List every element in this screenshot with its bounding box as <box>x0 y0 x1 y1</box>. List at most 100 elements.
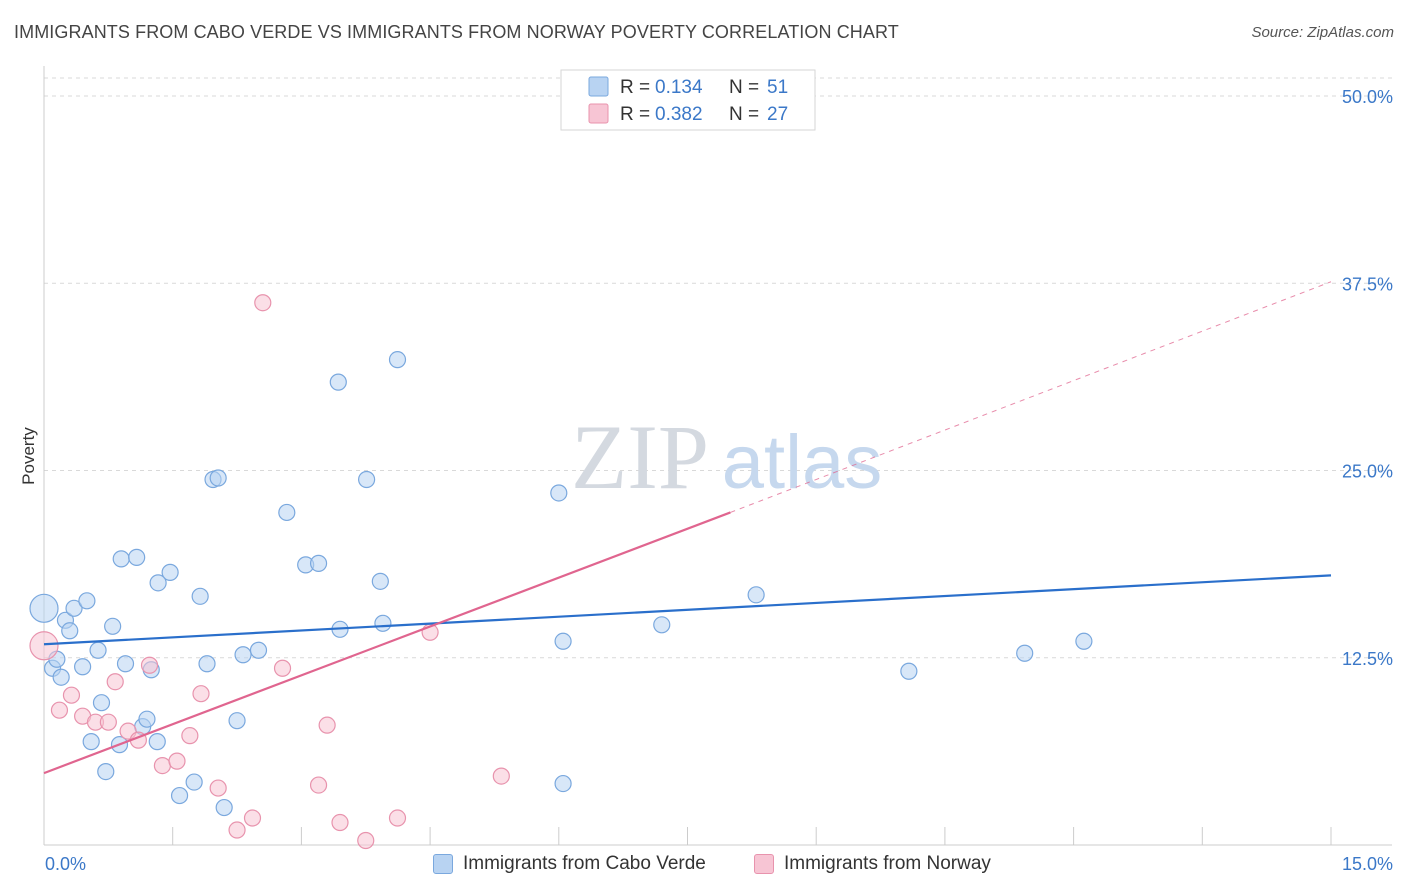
x-tick-label: 0.0% <box>45 854 86 874</box>
cabo-verde-point <box>161 563 179 581</box>
norway-point <box>153 757 172 775</box>
norway-point <box>192 685 210 703</box>
chart-title: IMMIGRANTS FROM CABO VERDE VS IMMIGRANTS… <box>14 22 899 42</box>
legend-r-label-2: R = <box>620 104 650 125</box>
cabo-verde-point <box>29 593 59 623</box>
norway-trendline <box>43 511 731 775</box>
cabo-verde-point <box>149 574 167 592</box>
cabo-verde-point <box>900 662 918 680</box>
norway-point <box>50 701 69 719</box>
legend-swatch-norway <box>588 103 609 124</box>
bottom-legend-swatch-cabo-verde <box>433 854 453 874</box>
norway-trendline-extension <box>730 281 1332 513</box>
watermark-zip: ZIP <box>571 406 709 508</box>
bottom-legend: Immigrants from Cabo Verde Immigrants fr… <box>0 850 1406 878</box>
cabo-verde-point <box>554 774 572 793</box>
cabo-verde-point <box>374 614 392 632</box>
y-tick-label: 25.0% <box>1342 462 1393 482</box>
cabo-verde-point <box>148 733 166 751</box>
cabo-verde-point <box>278 503 296 522</box>
cabo-verde-point <box>653 616 671 634</box>
norway-point <box>331 813 349 832</box>
bottom-legend-label-norway: Immigrants from Norway <box>784 853 991 874</box>
cabo-verde-point <box>89 641 107 659</box>
legend-r-label-1: R = <box>620 77 650 98</box>
y-axis-label: Poverty <box>19 427 38 485</box>
cabo-verde-point <box>74 658 92 676</box>
grid-layer <box>44 77 1392 659</box>
cabo-verde-point <box>228 712 246 730</box>
cabo-verde-point <box>191 587 209 605</box>
cabo-verde-point <box>388 351 407 369</box>
points-layer <box>29 111 1093 850</box>
bottom-legend-swatch-norway <box>754 854 774 874</box>
cabo-verde-point <box>209 469 227 487</box>
chart-source: Source: ZipAtlas.com <box>1251 24 1394 41</box>
cabo-verde-point <box>78 592 96 610</box>
cabo-verde-point <box>198 655 216 673</box>
cabo-verde-point <box>358 470 376 489</box>
norway-point <box>492 767 510 785</box>
bottom-legend-item-norway: Immigrants from Norway <box>754 850 991 878</box>
legend-n-value-2: 27 <box>767 104 788 125</box>
cabo-verde-point <box>170 786 189 805</box>
x-tick-label: 15.0% <box>1342 854 1393 874</box>
cabo-verde-point <box>185 773 203 791</box>
cabo-verde-point <box>138 710 156 728</box>
cabo-verde-point <box>1016 644 1034 662</box>
legend-swatch-cabo-verde <box>588 76 609 97</box>
legend-n-label-2: N = <box>729 104 759 125</box>
bottom-legend-item-cabo-verde: Immigrants from Cabo Verde <box>433 850 706 878</box>
norway-point <box>106 673 124 691</box>
cabo-verde-point <box>1075 632 1093 650</box>
cabo-verde-point <box>329 373 347 391</box>
cabo-verde-point <box>92 694 111 712</box>
cabo-verde-point <box>309 554 328 572</box>
watermark: ZIP atlas <box>571 406 882 508</box>
cabo-verde-trendline <box>43 574 1332 646</box>
norway-point <box>273 659 292 677</box>
cabo-verde-point <box>128 548 146 566</box>
legend-r-value-1: 0.134 <box>655 77 703 98</box>
norway-point <box>388 809 407 827</box>
cabo-verde-point <box>112 550 130 568</box>
norway-point <box>99 713 117 731</box>
cabo-verde-point <box>371 572 389 590</box>
cabo-verde-point <box>550 484 568 502</box>
norway-point <box>318 716 336 734</box>
cabo-verde-point <box>116 655 135 673</box>
norway-point <box>243 809 262 827</box>
norway-point <box>254 294 272 312</box>
legend-r-value-2: 0.382 <box>655 104 703 125</box>
trend-layer <box>43 281 1332 775</box>
norway-point <box>228 821 246 839</box>
norway-point <box>209 779 227 797</box>
top-legend: R = 0.134 N = 51 R = 0.382 N = 27 <box>560 69 816 131</box>
cabo-verde-point <box>234 646 252 664</box>
norway-point <box>29 631 59 661</box>
cabo-verde-point <box>215 798 233 817</box>
watermark-atlas: atlas <box>722 420 883 505</box>
cabo-verde-point <box>82 733 100 751</box>
norway-point <box>62 686 81 704</box>
cabo-verde-point <box>747 586 765 604</box>
y-tick-label: 12.5% <box>1342 649 1393 669</box>
cabo-verde-point <box>61 622 79 640</box>
norway-point <box>309 776 328 794</box>
cabo-verde-point <box>104 617 122 635</box>
cabo-verde-point <box>97 762 115 781</box>
axes-layer: 12.5% 25.0% 37.5% 50.0% 0.0% 15.0% <box>43 66 1393 874</box>
cabo-verde-point <box>554 632 572 650</box>
legend-n-label-1: N = <box>729 77 759 98</box>
y-tick-label: 37.5% <box>1342 274 1393 294</box>
norway-point <box>181 727 199 745</box>
norway-point <box>168 752 186 770</box>
bottom-legend-label-cabo-verde: Immigrants from Cabo Verde <box>463 853 706 874</box>
cabo-verde-point <box>52 668 70 686</box>
cabo-verde-point <box>65 599 83 617</box>
y-tick-label: 50.0% <box>1342 87 1393 107</box>
norway-point <box>140 656 159 674</box>
legend-n-value-1: 51 <box>767 77 788 98</box>
